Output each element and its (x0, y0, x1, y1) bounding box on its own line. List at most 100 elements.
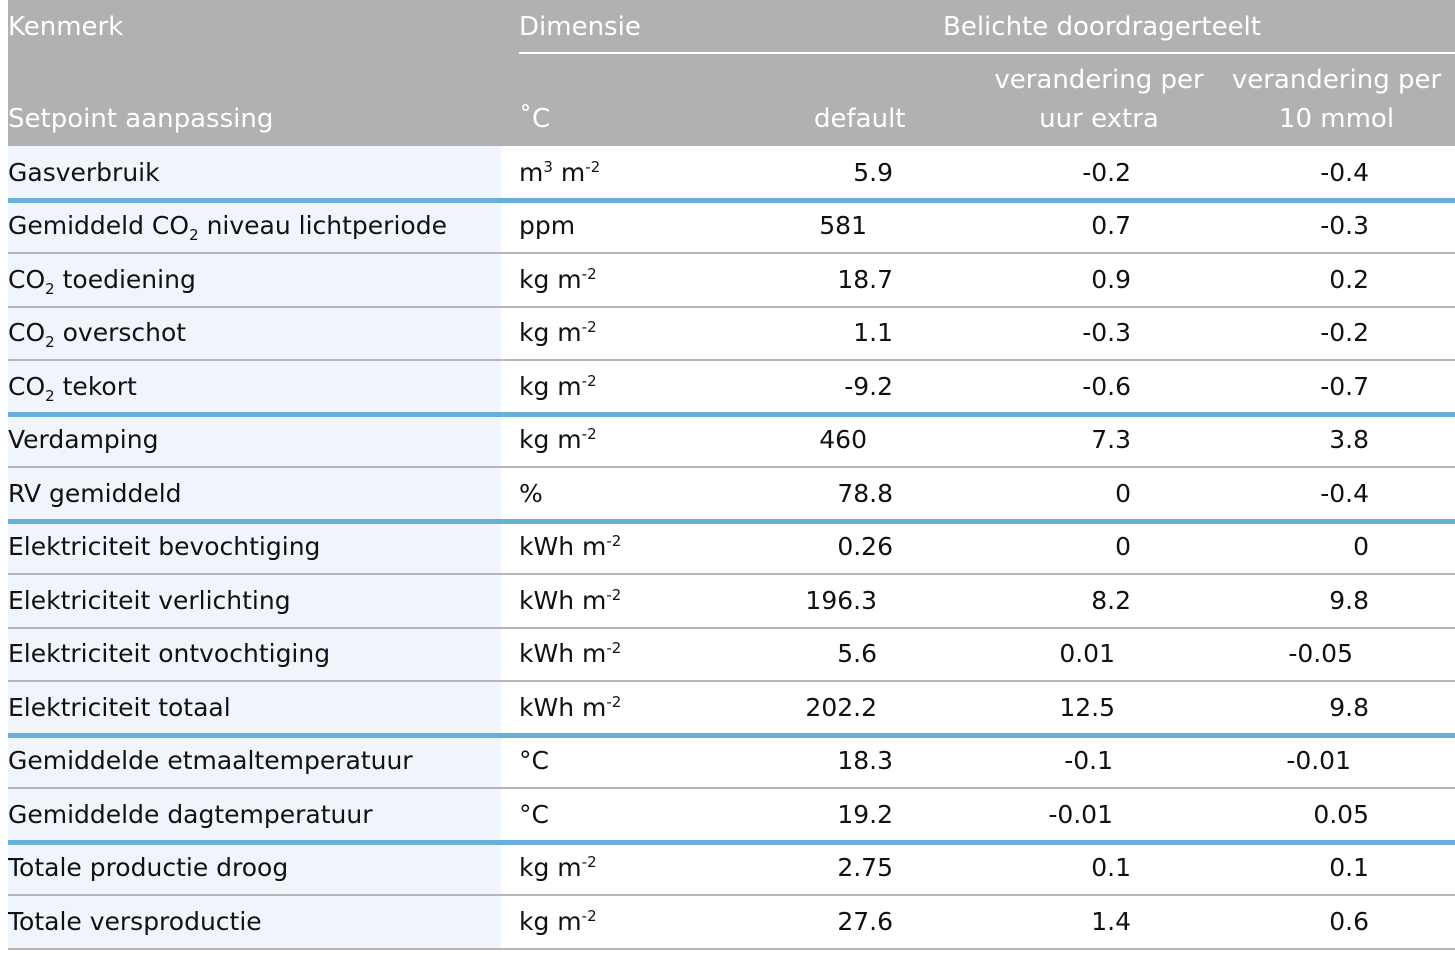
row-separator (8, 411, 1455, 417)
row-label: Gemiddelde etmaaltemperatuur (8, 746, 413, 776)
header-mmol-line2: 10 mmol (1278, 104, 1395, 134)
table-row: Totale versproductie kg m-2 27.6 1.4 0.6 (8, 895, 1455, 950)
row-unit: kWh m-2 (519, 639, 622, 669)
row-label: Verdamping (8, 425, 159, 455)
row-separator (8, 359, 1455, 361)
row-label: Elektriciteit ontvochtiging (8, 639, 331, 669)
cell-default: 5.6 (837, 639, 877, 669)
row-unit: kg m-2 (519, 853, 597, 883)
row-label: Elektriciteit totaal (8, 692, 231, 722)
cell-uur: 8.2 (1091, 585, 1131, 615)
cell-default: 78.8 (837, 478, 893, 508)
cell-default: 1.1 (853, 318, 893, 348)
cell-mmol: -0.01 (1286, 746, 1351, 776)
row-separator (8, 466, 1455, 468)
cell-uur: -0.2 (1082, 157, 1131, 187)
cell-mmol: 3.8 (1329, 425, 1369, 455)
table-body: Gasverbruik m3 m-2 5.9 -0.2 -0.4 Gemiddeld CO… (8, 146, 1455, 950)
header-unit: ˚C (519, 104, 551, 134)
first-column-bg (8, 467, 501, 521)
header-mmol-line1: verandering per (1231, 65, 1442, 95)
row-label: Gemiddelde dagtemperatuur (8, 799, 373, 829)
cell-default: 5.9 (853, 157, 893, 187)
cell-uur: 7.3 (1091, 425, 1131, 455)
row-unit: kg m-2 (519, 425, 597, 455)
header-group-title: Belichte doordragerteelt (943, 12, 1261, 42)
first-column-bg (8, 681, 501, 735)
row-unit: kg m-2 (519, 318, 597, 348)
cell-default: 27.6 (837, 906, 893, 936)
cell-mmol: -0.2 (1320, 318, 1369, 348)
cell-default: 581 (819, 211, 867, 241)
first-column-bg (8, 895, 501, 949)
first-column-bg (8, 360, 501, 414)
cell-default: 2.75 (837, 853, 893, 883)
row-separator (8, 518, 1455, 524)
row-label: Gemiddeld CO2 niveau lichtperiode (8, 211, 447, 245)
cell-uur: -0.3 (1082, 318, 1131, 348)
row-label: CO2 tekort (8, 371, 137, 405)
cell-uur: 1.4 (1091, 906, 1131, 936)
cell-mmol: 9.8 (1329, 585, 1369, 615)
cell-mmol: 9.8 (1329, 692, 1369, 722)
row-unit: kWh m-2 (519, 585, 622, 615)
row-separator (8, 787, 1455, 789)
row-label: CO2 overschot (8, 318, 187, 352)
row-unit: ppm (519, 211, 576, 241)
table-header: Kenmerk Dimensie Belichte doordragerteel… (8, 0, 1455, 146)
cell-uur: 0.9 (1091, 264, 1131, 294)
row-label: Gasverbruik (8, 157, 160, 187)
header-dimensie: Dimensie (519, 12, 641, 42)
row-unit: °C (519, 799, 549, 829)
cell-default: 18.7 (837, 264, 893, 294)
first-column-bg (8, 574, 501, 628)
cell-mmol: 0 (1353, 532, 1369, 562)
cell-mmol: 0.1 (1329, 853, 1369, 883)
table-row: Elektriciteit ontvochtiging kWh m-2 5.6 0.0… (8, 627, 1455, 682)
table-row: CO2 tekort kg m-2 -9.2 -0.6 -0.7 (8, 360, 1455, 417)
cell-mmol: -0.7 (1320, 371, 1369, 401)
first-column-bg (8, 306, 501, 360)
row-separator (8, 626, 1455, 629)
cell-mmol: 0.6 (1329, 906, 1369, 936)
header-uur-line2: uur extra (1039, 104, 1159, 134)
row-separator (8, 947, 1455, 950)
cell-uur: 0.7 (1091, 211, 1131, 241)
first-column-bg (8, 788, 501, 842)
row-unit: kg m-2 (519, 264, 597, 294)
first-column-bg (8, 520, 501, 574)
table-row: Verdamping kg m-2 460 7.3 3.8 (8, 413, 1455, 468)
row-separator (8, 573, 1455, 575)
table-row: Totale productie droog kg m-2 2.75 0.1 0.1 (8, 841, 1455, 896)
row-unit: kg m-2 (519, 906, 597, 936)
cell-default: 196.3 (805, 585, 877, 615)
header-uur-line1: verandering per (994, 65, 1204, 95)
row-label: Totale productie droog (8, 853, 289, 883)
row-unit: °C (519, 746, 549, 776)
first-column-bg (8, 734, 501, 788)
first-column-bg (8, 253, 501, 307)
cell-uur: 12.5 (1059, 692, 1115, 722)
table-row: CO2 overschot kg m-2 1.1 -0.3 -0.2 (8, 306, 1455, 361)
row-separator (8, 894, 1455, 896)
first-column-bg (8, 627, 501, 681)
header-setpoint: Setpoint aanpassing (8, 104, 274, 134)
row-separator (8, 839, 1455, 845)
cell-uur: 0.01 (1059, 639, 1115, 669)
cell-default: 460 (819, 425, 867, 455)
cell-uur: -0.1 (1064, 746, 1113, 776)
header-default: default (814, 104, 906, 134)
cell-mmol: -0.05 (1288, 639, 1353, 669)
row-separator (8, 680, 1455, 682)
row-label: Elektriciteit verlichting (8, 585, 291, 615)
header-kenmerk: Kenmerk (8, 12, 124, 42)
row-separator (8, 732, 1455, 738)
cell-mmol: -0.3 (1320, 211, 1369, 241)
cell-default: 202.2 (805, 692, 877, 722)
row-label: CO2 toediening (8, 264, 196, 298)
row-separator (8, 252, 1455, 254)
table-row: Elektriciteit bevochtiging kWh m-2 0.26 0 0 (8, 520, 1455, 575)
row-unit: kWh m-2 (519, 532, 622, 562)
row-label: RV gemiddeld (8, 478, 182, 508)
cell-default: -9.2 (844, 371, 893, 401)
